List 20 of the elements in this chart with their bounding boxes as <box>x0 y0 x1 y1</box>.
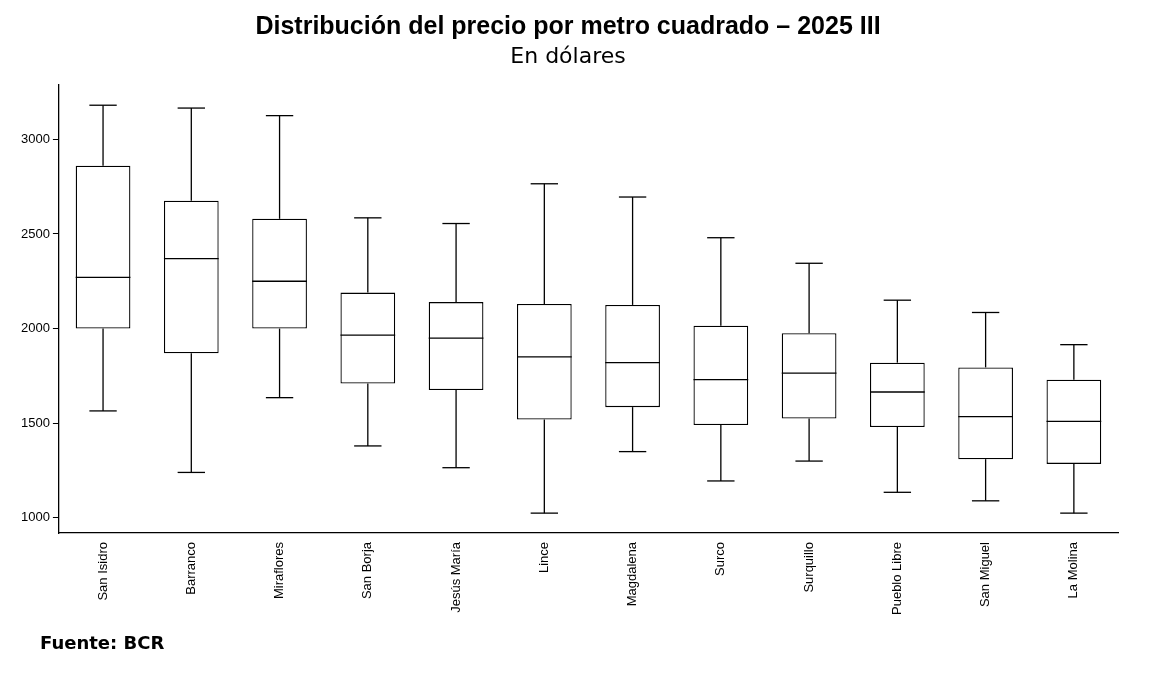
y-tick-label: 2500 <box>21 225 50 241</box>
y-tick-label: 1500 <box>21 414 50 430</box>
y-tick-label: 2000 <box>21 320 50 336</box>
x-tick-label: La Molina <box>1065 541 1081 599</box>
x-tick-label: Lince <box>535 542 551 574</box>
y-tick-label: 1000 <box>21 509 50 525</box>
source-note: Fuente: BCR <box>40 632 166 653</box>
x-tick-label: Barranco <box>182 542 198 595</box>
x-tick-label: Jesús María <box>447 541 463 613</box>
y-tick-label: 3000 <box>21 130 50 146</box>
x-tick-label: Magdalena <box>624 541 640 607</box>
x-tick-label: San Miguel <box>977 541 993 608</box>
x-tick-label: Surco <box>712 542 728 576</box>
x-tick-label: San Isidro <box>94 542 110 601</box>
x-tick-label: Pueblo Libre <box>888 542 904 615</box>
chart-subtitle: En dólares <box>510 42 626 68</box>
x-tick-label: San Borja <box>359 541 375 600</box>
chart-title: Distribución del precio por metro cuadrado – 2025 III <box>255 10 881 39</box>
x-tick-label: Surquillo <box>800 542 816 593</box>
x-tick-label: Miraflores <box>271 541 287 600</box>
